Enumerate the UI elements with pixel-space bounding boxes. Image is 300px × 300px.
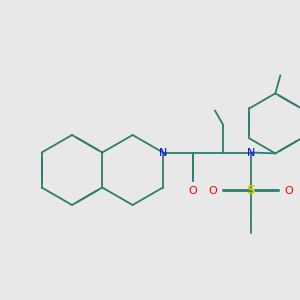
Text: S: S bbox=[246, 184, 255, 197]
Text: N: N bbox=[247, 148, 255, 158]
Text: O: O bbox=[208, 185, 217, 196]
Text: O: O bbox=[285, 185, 293, 196]
Text: O: O bbox=[189, 185, 197, 196]
Text: N: N bbox=[159, 148, 167, 158]
